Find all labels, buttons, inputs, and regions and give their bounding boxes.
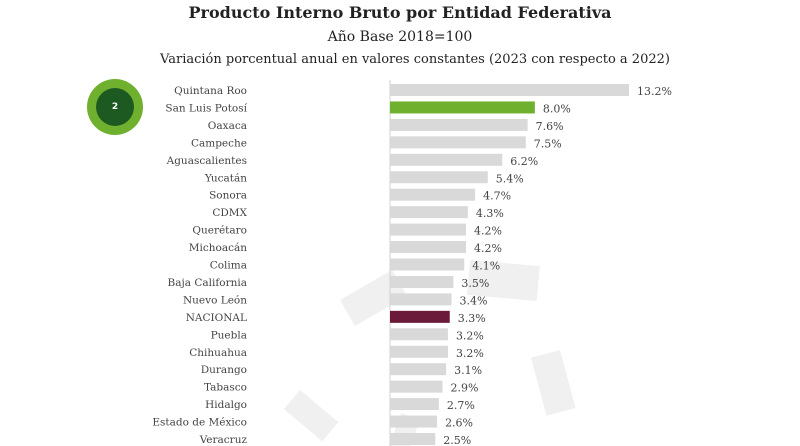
- bar: [390, 206, 468, 219]
- rank-number: 2: [96, 88, 134, 126]
- category-label: Campeche: [191, 137, 247, 149]
- category-label: Durango: [201, 364, 247, 376]
- value-label: 3.2%: [456, 329, 484, 342]
- category-label: Tabasco: [204, 382, 247, 394]
- category-label: Estado de México: [152, 417, 247, 429]
- category-label: Yucatán: [204, 172, 247, 184]
- chart-subtitle-2: Variación porcentual anual en valores co…: [160, 52, 670, 67]
- bar: [390, 241, 467, 254]
- category-label: Michoacán: [189, 242, 247, 254]
- chart-title: Producto Interno Bruto por Entidad Feder…: [188, 3, 612, 22]
- bar: [390, 328, 448, 341]
- value-label: 2.9%: [451, 382, 479, 395]
- bar: [390, 398, 439, 411]
- category-label: Colima: [210, 260, 247, 272]
- value-label: 13.2%: [637, 85, 672, 98]
- watermark-shape: [283, 390, 339, 442]
- rank-badge: 2: [87, 79, 143, 135]
- bar: [390, 433, 436, 445]
- bar: [390, 223, 467, 236]
- category-label: Hidalgo: [205, 399, 247, 411]
- value-label: 4.2%: [474, 242, 502, 255]
- watermark-shape: [531, 350, 576, 416]
- bar: [390, 136, 526, 149]
- value-label: 2.6%: [445, 417, 473, 430]
- value-label: 3.2%: [456, 347, 484, 360]
- value-label: 7.6%: [536, 120, 564, 133]
- category-label: San Luis Potosí: [165, 102, 247, 114]
- category-label: Aguascalientes: [166, 155, 247, 167]
- bar: [390, 171, 488, 184]
- bar: [390, 101, 535, 114]
- value-label: 4.1%: [472, 260, 500, 273]
- category-label: Quintana Roo: [174, 85, 247, 97]
- value-label: 4.2%: [474, 225, 502, 238]
- category-label: Chihuahua: [189, 347, 247, 359]
- watermark-shape: [466, 260, 540, 301]
- bar: [390, 363, 447, 376]
- category-label: Veracruz: [199, 434, 248, 446]
- bar: [390, 84, 629, 96]
- value-label: 4.7%: [483, 190, 511, 203]
- category-label: Puebla: [211, 329, 247, 341]
- category-label: Baja California: [168, 277, 247, 289]
- bar: [390, 380, 443, 393]
- bar: [390, 118, 528, 131]
- bar: [390, 345, 448, 358]
- value-label: 5.4%: [496, 172, 524, 185]
- value-label: 2.5%: [443, 434, 471, 446]
- value-label: 7.5%: [534, 137, 562, 150]
- bar: [390, 275, 454, 288]
- chart-subtitle: Año Base 2018=100: [327, 29, 473, 45]
- value-label: 3.1%: [454, 364, 482, 377]
- value-label: 3.5%: [461, 277, 489, 290]
- category-label: CDMX: [212, 207, 247, 219]
- category-label: Oaxaca: [208, 120, 247, 132]
- bar: [390, 293, 452, 306]
- bar: [390, 258, 465, 271]
- value-label: 6.2%: [510, 155, 538, 168]
- value-label: 2.7%: [447, 399, 475, 412]
- value-label: 3.3%: [458, 312, 486, 325]
- bar: [390, 188, 476, 201]
- bar: [390, 415, 438, 428]
- category-label: Sonora: [209, 190, 247, 202]
- category-label: Querétaro: [192, 225, 247, 237]
- bar: [390, 153, 503, 166]
- value-label: 4.3%: [476, 207, 504, 220]
- category-label: Nuevo León: [183, 294, 247, 306]
- bar: [390, 310, 450, 323]
- value-label: 3.4%: [460, 294, 488, 307]
- value-label: 8.0%: [543, 102, 571, 115]
- category-label: NACIONAL: [186, 312, 247, 324]
